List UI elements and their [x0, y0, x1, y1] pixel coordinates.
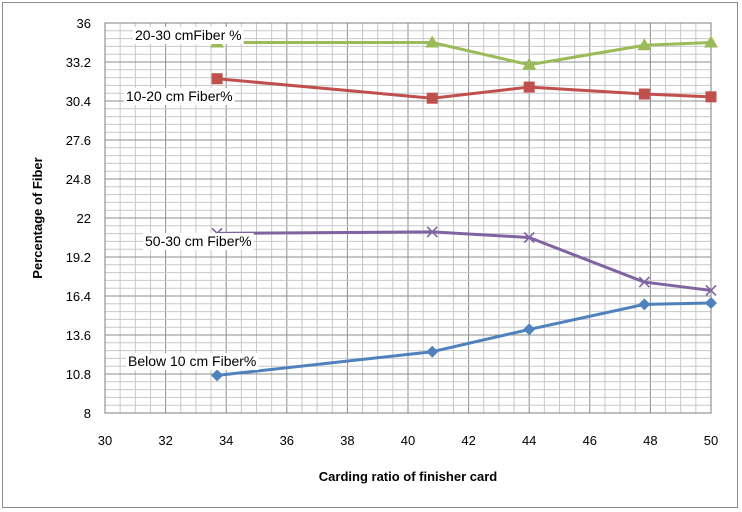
x-tick-label: 44 [522, 433, 536, 448]
y-axis: 8 10.8 13.6 16.4 19.2 22 24.8 27.6 30.4 33.2 36 [66, 16, 91, 421]
y-tick-label: 8 [84, 406, 91, 421]
data-point-x [523, 231, 535, 244]
data-point-diamond [426, 345, 439, 358]
data-point-x [705, 284, 717, 296]
data-point-square [523, 81, 535, 93]
data-point-square [638, 88, 650, 100]
series-line [217, 230, 712, 292]
x-tick-label: 50 [704, 433, 718, 448]
y-tick-label: 19.2 [66, 250, 91, 265]
y-tick-label: 13.6 [66, 328, 91, 343]
y-tick-label: 16.4 [66, 289, 91, 304]
x-tick-label: 38 [340, 433, 354, 448]
x-tick-label: 46 [583, 433, 597, 448]
y-tick-label: 10.8 [66, 367, 91, 382]
series-label-background [143, 233, 254, 250]
series-label: Below 10 cm Fiber% [128, 353, 256, 369]
x-tick-label: 36 [280, 433, 294, 448]
y-tick-label: 27.6 [66, 133, 91, 148]
x-tick-label: 42 [461, 433, 475, 448]
data-point-square [705, 91, 717, 103]
y-tick-label: 24.8 [66, 172, 91, 187]
y-axis-title: Percentage of Fiber [30, 157, 45, 278]
data-point-triangle [425, 35, 440, 48]
series-label-background [133, 27, 244, 44]
series-label: 10-20 cm Fiber% [126, 88, 233, 104]
plot-area [104, 22, 712, 414]
x-tick-label: 30 [98, 433, 112, 448]
data-point-triangle [704, 35, 718, 48]
series-layer [210, 35, 718, 382]
series-label-background [126, 353, 259, 370]
x-axis-title: Carding ratio of finisher card [319, 469, 497, 484]
x-axis: 30 32 34 36 38 40 42 44 46 48 50 [98, 433, 718, 448]
data-point-triangle [637, 38, 652, 51]
data-point-square [211, 73, 223, 85]
y-tick-label: 33.2 [66, 55, 91, 70]
data-point-diamond [638, 298, 651, 311]
data-point-x [638, 276, 650, 288]
series-line [216, 77, 712, 100]
series-label: 20-30 cmFiber % [135, 27, 242, 43]
y-tick-label: 22 [77, 211, 91, 226]
series-line [216, 301, 712, 377]
series-label: 50-30 cm Fiber% [145, 233, 252, 249]
series-label-background [124, 88, 235, 105]
data-point-x [426, 226, 438, 238]
x-tick-label: 32 [158, 433, 172, 448]
series-labels: 20-30 cmFiber % 10-20 cm Fiber% 50-30 cm F… [124, 27, 259, 370]
data-point-diamond [211, 369, 224, 382]
x-tick-label: 40 [401, 433, 415, 448]
data-point-diamond [523, 323, 536, 336]
y-tick-label: 30.4 [66, 94, 91, 109]
x-tick-label: 34 [219, 433, 233, 448]
series-line [217, 41, 712, 67]
y-tick-label: 36 [77, 16, 91, 31]
data-point-square [426, 92, 438, 104]
x-tick-label: 48 [643, 433, 657, 448]
data-point-diamond [705, 296, 717, 309]
data-point-triangle [522, 57, 537, 70]
